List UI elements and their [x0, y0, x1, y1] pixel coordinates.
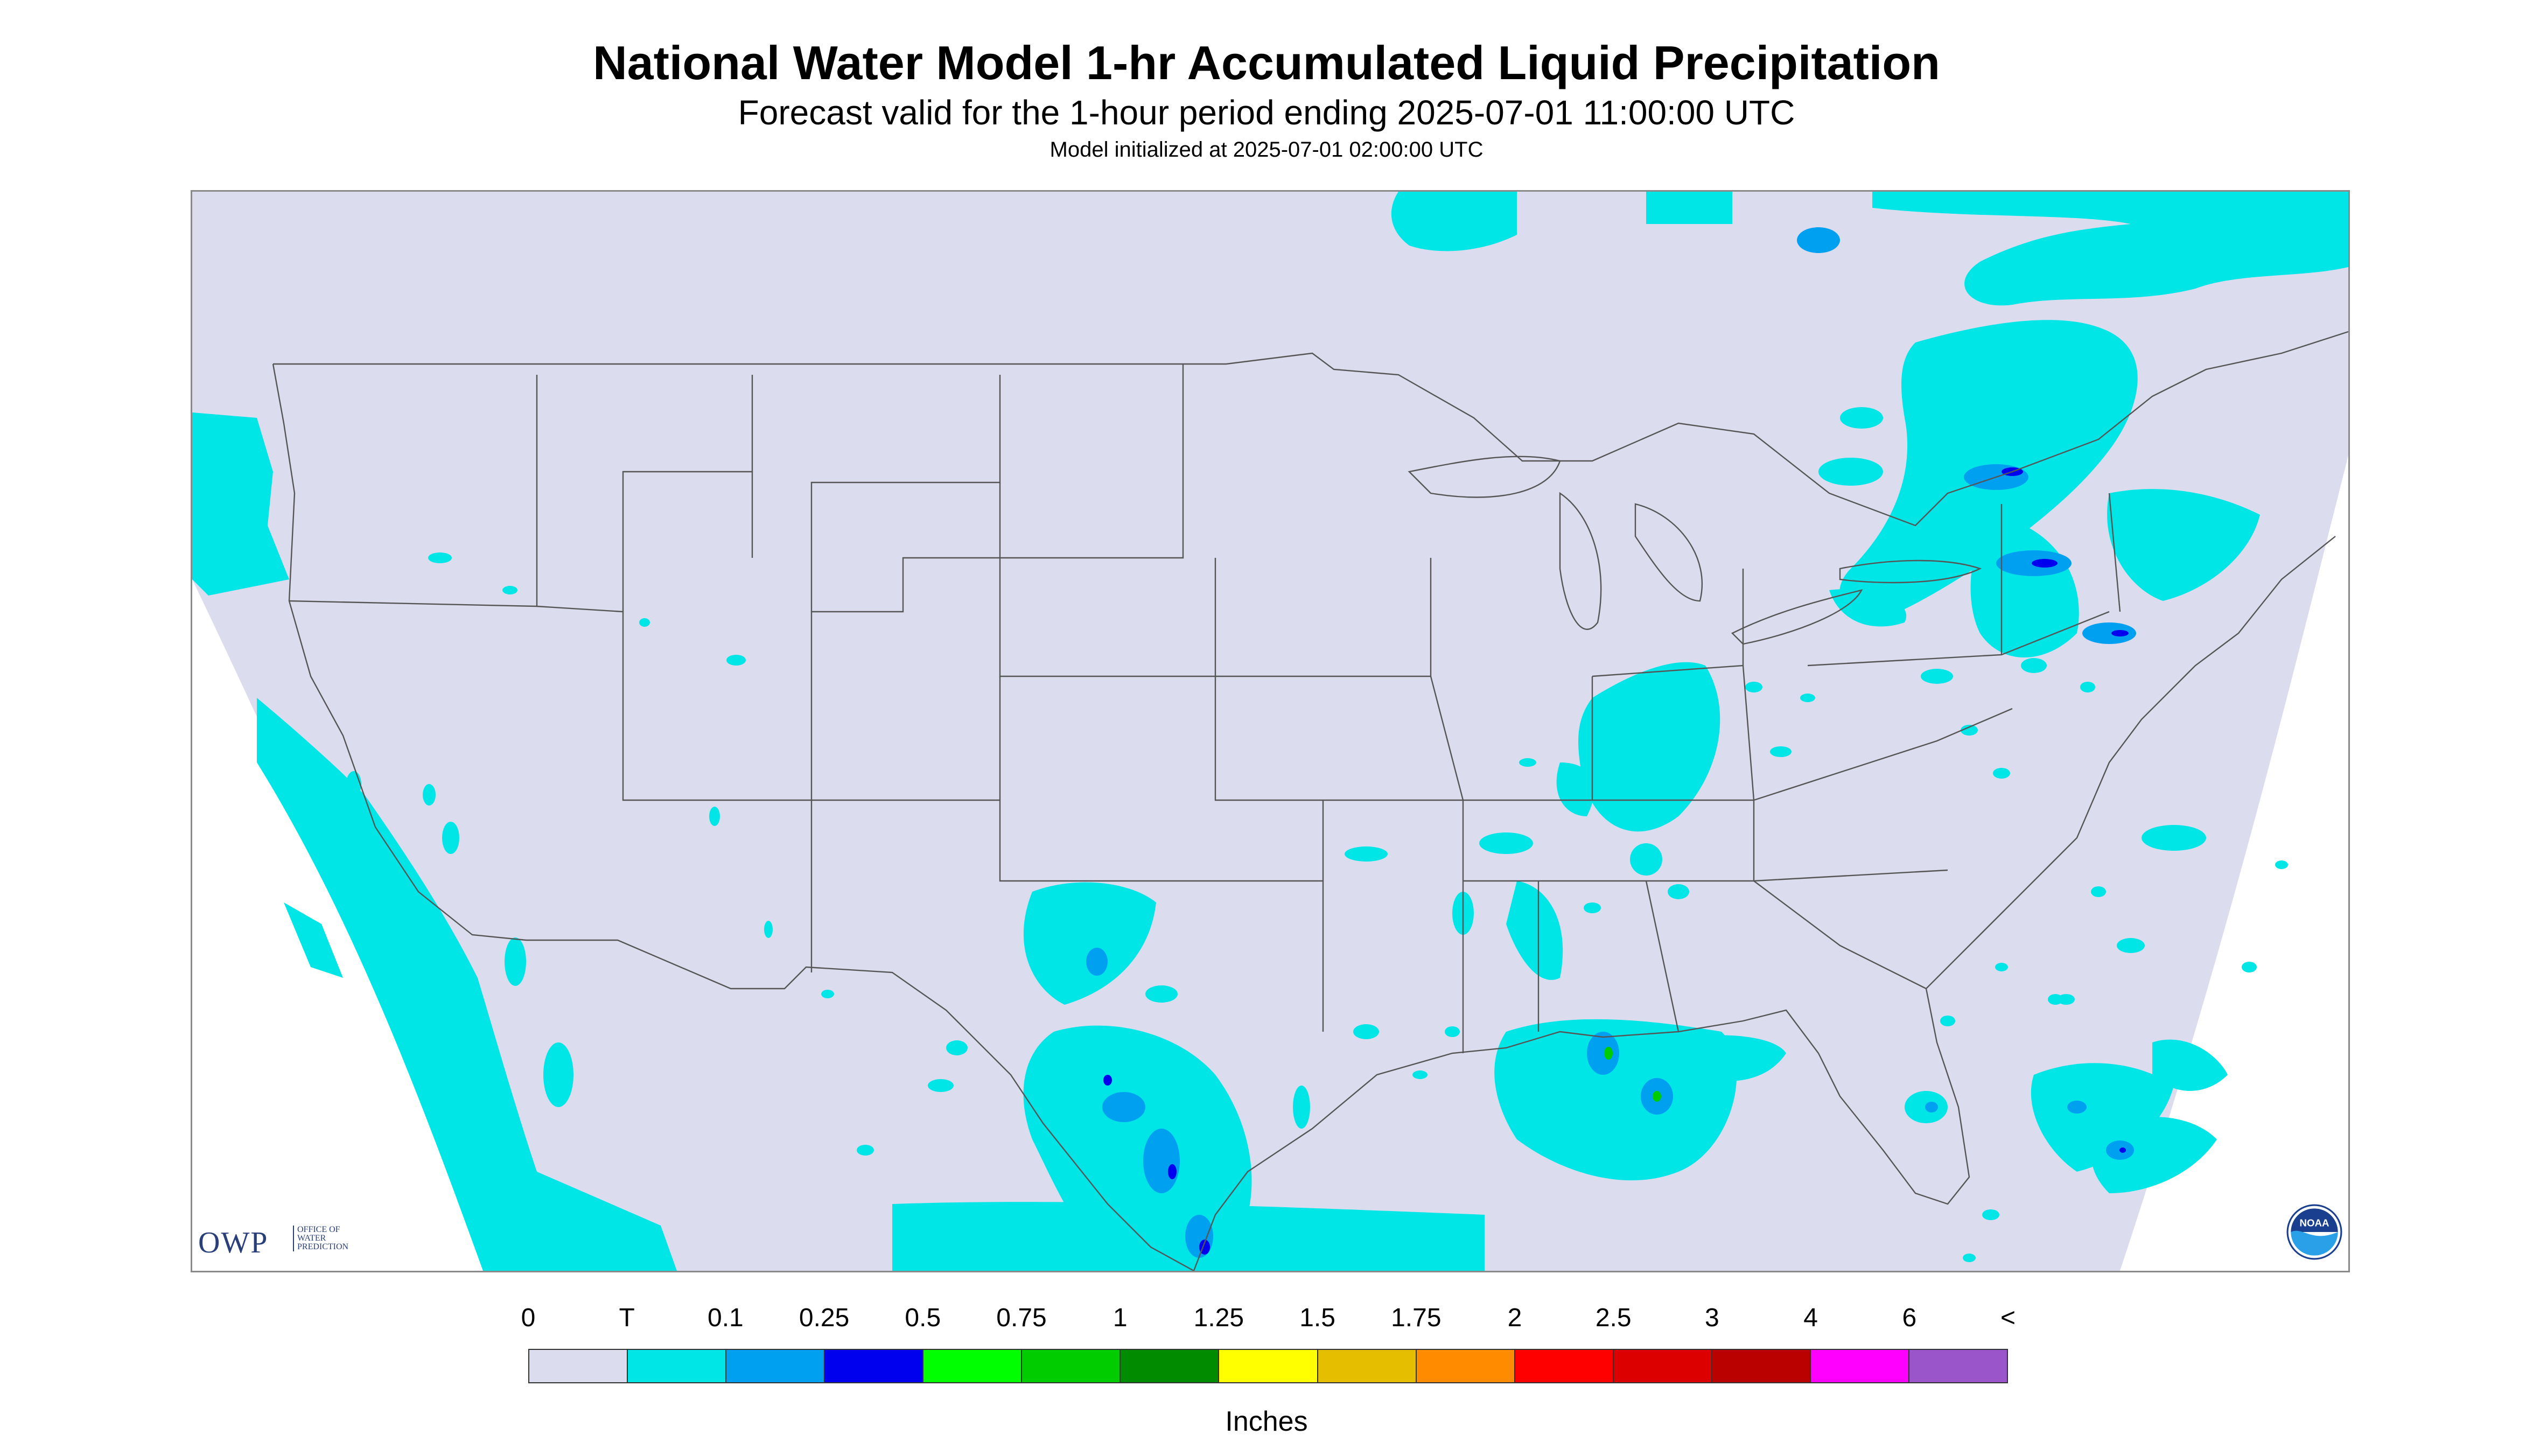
- noaa-logo: NOAA: [2286, 1204, 2342, 1260]
- legend-swatch: [1515, 1349, 1614, 1383]
- map-canvas: [192, 192, 2348, 1271]
- legend-swatch: [726, 1349, 825, 1383]
- legend-swatch: [1909, 1349, 2008, 1383]
- legend-swatch: [628, 1349, 727, 1383]
- legend-label: 0: [521, 1304, 536, 1332]
- precipitation-map[interactable]: [191, 190, 2350, 1272]
- owp-logo: OWP: [198, 1226, 269, 1259]
- legend-swatch: [1022, 1349, 1121, 1383]
- legend-label: 3: [1705, 1304, 1719, 1332]
- legend-units-label: Inches: [1225, 1406, 1308, 1437]
- legend-label: 6: [1902, 1304, 1917, 1332]
- precip-atlantic-heavy: [1925, 1101, 2134, 1160]
- political-boundaries: [272, 331, 2348, 1271]
- model-init-label: Model initialized at 2025-07-01 02:00:00…: [1049, 138, 1484, 162]
- legend-label: 1.75: [1391, 1304, 1442, 1332]
- precip-atlantic: [1905, 963, 2228, 1262]
- map-title: National Water Model 1-hr Accumulated Li…: [593, 36, 1940, 89]
- legend-label: T: [619, 1304, 635, 1332]
- legend-swatch: [528, 1349, 628, 1383]
- legend-label: 0.75: [996, 1304, 1047, 1332]
- precip-ohio-valley: [1519, 662, 1815, 913]
- precip-gulf-heavy: [1587, 1032, 1673, 1115]
- legend-swatch: [923, 1349, 1023, 1383]
- legend-label: 1: [1112, 1304, 1128, 1332]
- legend-swatch: [1121, 1349, 1220, 1383]
- legend-swatch: [1613, 1349, 1712, 1383]
- legend-labels: 0 T 0.1 0.25 0.5 0.75 1 1.25 1.5 1.75 2 …: [0, 1303, 2533, 1335]
- legend-color-bar: [528, 1349, 2008, 1383]
- forecast-valid-subtitle: Forecast valid for the 1-hour period end…: [738, 93, 1795, 132]
- legend-label: 0.25: [799, 1304, 850, 1332]
- legend-swatch: [1219, 1349, 1318, 1383]
- legend-swatch: [825, 1349, 924, 1383]
- precip-texas-heavy: [1086, 948, 1213, 1258]
- noaa-logo-text: NOAA: [2299, 1217, 2329, 1229]
- legend-label: 2: [1507, 1304, 1522, 1332]
- owp-sub-line-1: OFFICE OF: [297, 1225, 340, 1234]
- legend-swatch: [1318, 1349, 1417, 1383]
- owp-logo-subtext: OFFICE OF WATER PREDICTION: [293, 1226, 348, 1251]
- legend-label: <: [2000, 1304, 2016, 1332]
- legend-label: 2.5: [1595, 1304, 1632, 1332]
- owp-sub-line-2: WATER: [297, 1234, 326, 1243]
- legend-label: 0.1: [708, 1304, 744, 1332]
- precip-gulf: [1345, 832, 1786, 1181]
- legend-swatch: [1416, 1349, 1515, 1383]
- legend-label: 4: [1803, 1304, 1818, 1332]
- owp-sub-line-3: PREDICTION: [297, 1242, 349, 1251]
- legend-label: 1.5: [1299, 1304, 1335, 1332]
- legend-swatch: [1810, 1349, 1909, 1383]
- legend-label: 0.5: [905, 1304, 941, 1332]
- model-domain: [192, 192, 2348, 1271]
- legend-label: 1.25: [1193, 1304, 1244, 1332]
- legend-swatch: [1712, 1349, 1811, 1383]
